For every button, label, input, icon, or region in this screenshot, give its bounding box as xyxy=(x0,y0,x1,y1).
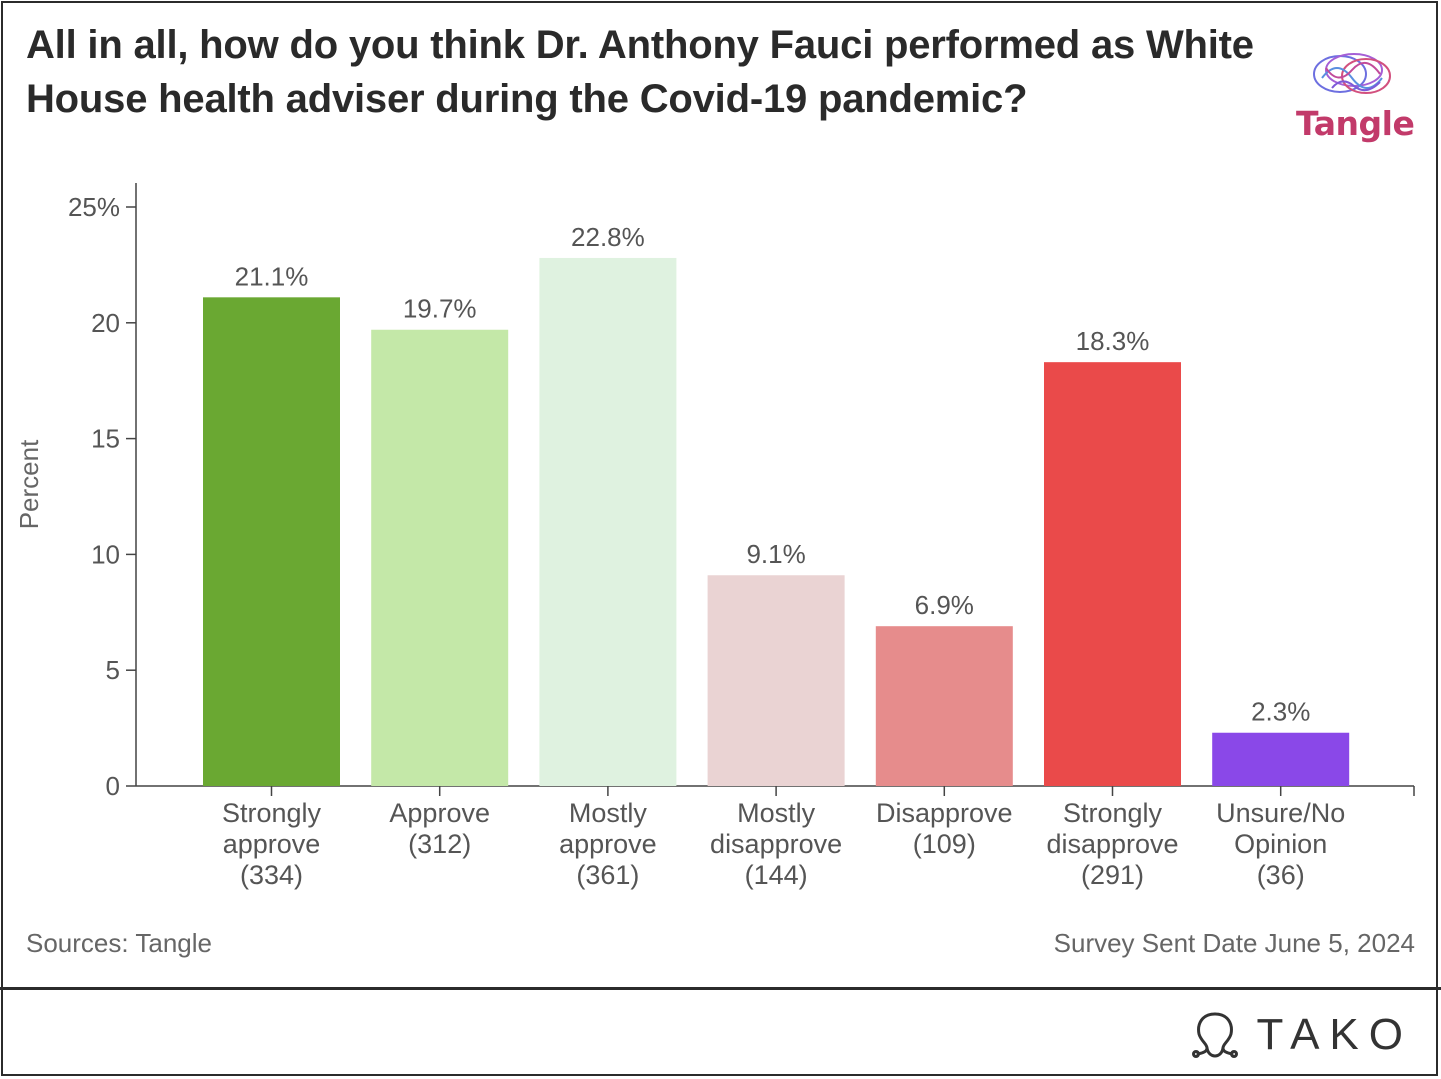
x-tick-label-line: Strongly xyxy=(222,798,322,828)
x-tick-label-line: Disapprove xyxy=(876,798,1013,828)
tako-brand: TAKO xyxy=(1188,1008,1413,1062)
y-tick-label: 5 xyxy=(106,655,120,685)
footer-divider xyxy=(0,987,1441,990)
x-tick-label-line: Approve xyxy=(389,798,490,828)
y-tick-label: 15 xyxy=(91,424,120,454)
x-tick-label: Approve (312) xyxy=(389,798,490,859)
sources-note: Sources: Tangle xyxy=(26,928,212,958)
x-tick-label-line: (334) xyxy=(240,860,303,890)
data-label: 6.9% xyxy=(915,590,974,620)
bar xyxy=(371,329,509,786)
tangle-brain-icon xyxy=(1313,53,1391,94)
tako-octopus-icon xyxy=(1192,1012,1239,1058)
x-tick-label-line: (109) xyxy=(913,829,976,859)
x-tick-label-line: approve xyxy=(223,829,321,859)
data-label: 21.1% xyxy=(235,261,309,291)
survey-date-note: Survey Sent Date June 5, 2024 xyxy=(1053,928,1415,958)
data-label: 9.1% xyxy=(746,539,805,569)
x-tick-label: Mostly disapprove (144) xyxy=(710,798,842,890)
y-axis-title: Percent xyxy=(14,439,44,529)
tako-brand-text: TAKO xyxy=(1256,1010,1413,1059)
bar xyxy=(1212,732,1350,786)
bar xyxy=(1044,362,1181,786)
y-tick-label: 0 xyxy=(106,771,120,801)
chart-title: All in all, how do you think Dr. Anthony… xyxy=(26,23,1254,121)
data-label: 19.7% xyxy=(403,294,477,324)
bar xyxy=(539,257,677,786)
y-tick-label: 20 xyxy=(91,308,120,338)
data-label: 18.3% xyxy=(1076,326,1150,356)
y-tick-label: 10 xyxy=(91,539,120,569)
x-tick-label-line: Mostly xyxy=(737,798,816,828)
x-tick-label: Mostly approve (361) xyxy=(559,798,657,890)
x-tick-label-line: approve xyxy=(559,829,657,859)
bar xyxy=(875,626,1013,786)
data-label: 22.8% xyxy=(571,222,645,252)
data-label: 2.3% xyxy=(1251,697,1310,727)
x-tick-label-line: (291) xyxy=(1081,860,1144,890)
bar xyxy=(203,297,340,786)
x-tick-label-line: Opinion xyxy=(1234,829,1327,859)
bar xyxy=(707,575,845,786)
x-tick-label-line: (361) xyxy=(576,860,639,890)
x-tick-label-line: Strongly xyxy=(1063,798,1163,828)
x-tick-label-line: Mostly xyxy=(569,798,648,828)
x-tick-label-line: (36) xyxy=(1257,860,1305,890)
x-tick-label: Strongly approve (334) xyxy=(222,798,322,890)
x-tick-label-line: disapprove xyxy=(1046,829,1178,859)
x-tick-label-line: Unsure/No xyxy=(1216,798,1345,828)
x-tick-label-line: disapprove xyxy=(710,829,842,859)
x-tick-label-line: (144) xyxy=(745,860,808,890)
x-tick-label: Disapprove (109) xyxy=(876,798,1013,859)
tangle-logo-text: Tangle xyxy=(1296,104,1415,143)
x-tick-label: Strongly disapprove (291) xyxy=(1046,798,1178,890)
y-tick-label: 25% xyxy=(68,192,120,222)
x-tick-label: Unsure/No Opinion (36) xyxy=(1216,798,1345,890)
x-tick-label-line: (312) xyxy=(408,829,471,859)
